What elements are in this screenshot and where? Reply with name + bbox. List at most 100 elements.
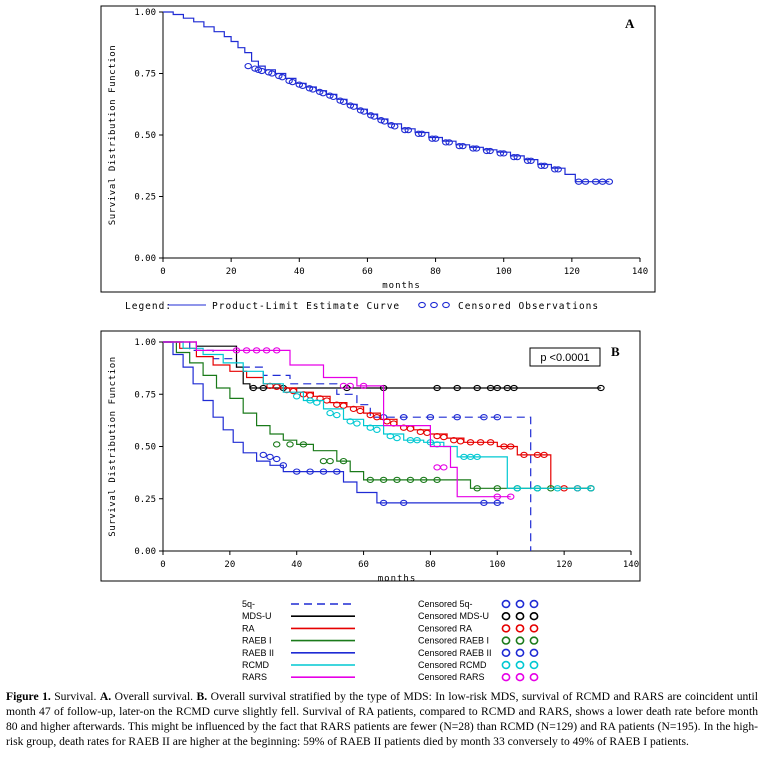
legend-label-five_q: 5q- xyxy=(242,599,255,609)
censored-marker-raeb1 xyxy=(393,476,401,484)
x-tick-label: 60 xyxy=(362,267,373,277)
censored-marker-rcmd xyxy=(413,437,421,444)
censored-marker-ra xyxy=(356,407,364,415)
censored-marker-panel_a_curve xyxy=(523,157,532,164)
censored-marker-ra xyxy=(540,451,548,459)
censored-marker-panel_a_curve xyxy=(244,62,252,70)
censored-marker-mds_u xyxy=(453,384,461,392)
panel-a-chart: A 0.00 0.25 0.50 0.75 1.00 0 20 40 60 80 100 120 140… xyxy=(100,5,656,312)
censored-marker-panel_a_curve xyxy=(431,135,440,142)
y-tick-label: 0.25 xyxy=(134,495,156,505)
legend-censored-marker-raeb1 xyxy=(501,636,511,645)
censored-marker-ra xyxy=(486,439,495,446)
censored-marker-panel_a_curve xyxy=(350,103,358,110)
legend-censored-marker-rars xyxy=(529,672,539,682)
censored-marker-rcmd xyxy=(292,393,301,400)
censored-marker-panel_a_curve xyxy=(513,153,522,161)
panel-a-legend-label: Legend: xyxy=(125,301,172,312)
x-tick-label: 120 xyxy=(556,560,572,570)
censored-marker-rcmd xyxy=(366,424,375,431)
legend-censored-marker-rcmd xyxy=(515,660,525,670)
censored-marker-ra xyxy=(506,443,515,450)
censored-marker-rcmd xyxy=(326,409,334,417)
censored-marker-rcmd xyxy=(473,453,481,461)
censored-marker-rars xyxy=(440,464,448,471)
panel-b-frame xyxy=(100,330,641,582)
censored-marker-raeb1 xyxy=(493,485,502,492)
censored-marker-raeb1 xyxy=(272,441,281,448)
censored-marker-ra xyxy=(373,414,381,421)
censored-marker-mds_u xyxy=(473,384,481,392)
legend-label-raeb1: RAEB I xyxy=(242,636,272,646)
legend-censored-marker-mds_u xyxy=(529,611,539,621)
panel-a-frame xyxy=(100,5,656,293)
panel-a-legend-curve-label: Product-Limit Estimate Curve xyxy=(212,301,400,312)
censored-marker-panel_a_curve xyxy=(496,150,505,157)
legend-censored-marker-rars xyxy=(515,672,525,682)
censored-marker-rcmd xyxy=(573,485,582,492)
y-tick-label: 1.00 xyxy=(134,338,156,348)
censored-marker-five_q xyxy=(453,414,461,421)
censored-marker-panel_a_curve xyxy=(442,139,450,146)
censored-marker-panel_a_curve xyxy=(510,153,518,161)
censored-marker-raeb1 xyxy=(366,476,375,484)
censored-marker-rars xyxy=(232,347,241,354)
censored-marker-panel_a_curve xyxy=(380,118,389,125)
x-tick-label: 80 xyxy=(425,560,436,570)
legend-censored-label-ra: Censored RA xyxy=(418,623,472,633)
censored-marker-mds_u xyxy=(259,384,268,392)
censored-marker-mds_u xyxy=(493,384,502,392)
legend-censored-marker-raeb2 xyxy=(529,648,539,657)
x-tick-label: 100 xyxy=(489,560,505,570)
legend-censored-label-rcmd: Censored RCMD xyxy=(418,660,487,670)
censored-marker-raeb2 xyxy=(319,468,328,475)
legend-censored-marker-ra xyxy=(515,624,525,633)
legend-censored-marker-mds_u xyxy=(515,611,525,621)
censored-marker-ra xyxy=(349,405,358,413)
censored-marker-raeb1 xyxy=(299,441,308,448)
censored-marker-panel_a_curve xyxy=(486,147,494,155)
series-line-raeb2 xyxy=(163,341,504,504)
y-tick-label: 0.25 xyxy=(134,193,156,203)
censored-marker-panel_a_curve xyxy=(537,162,545,169)
legend-label-raeb2: RAEB II xyxy=(242,648,274,658)
censored-marker-panel_a_curve xyxy=(445,139,453,146)
legend-censored-marker-rcmd xyxy=(501,660,511,670)
censored-marker-panel_a_curve xyxy=(581,178,590,185)
panel-a-legend-censored-swatch xyxy=(418,301,450,309)
censored-marker-ra xyxy=(366,411,375,419)
censored-marker-raeb2 xyxy=(266,453,274,461)
legend-label-rcmd: RCMD xyxy=(242,660,269,670)
censored-marker-rars xyxy=(252,347,261,354)
x-tick-label: 40 xyxy=(294,267,305,277)
y-tick-label: 0.00 xyxy=(134,254,156,264)
censored-marker-rcmd xyxy=(587,485,595,492)
series-line-panel_a_curve xyxy=(163,11,610,183)
censored-marker-rcmd xyxy=(553,485,562,492)
x-tick-label: 20 xyxy=(226,267,237,277)
caption-intro: Survival. xyxy=(54,690,97,703)
legend-censored-label-raeb2: Censored RAEB II xyxy=(418,648,492,658)
censored-marker-ra xyxy=(456,438,465,445)
legend-censored-marker-mds_u xyxy=(501,611,511,621)
censored-marker-rcmd xyxy=(373,426,381,433)
panel-b-series xyxy=(163,341,605,551)
x-tick-label: 120 xyxy=(564,267,580,277)
x-tick-label: 60 xyxy=(358,560,369,570)
legend-censored-label-five_q: Censored 5q- xyxy=(418,599,473,609)
caption-b-label: B. xyxy=(196,690,208,703)
censored-marker-panel_a_curve xyxy=(482,147,491,155)
figure-caption: Figure 1. Survival. A. Overall survival.… xyxy=(6,689,758,749)
caption-figure-label: Figure 1. xyxy=(6,690,51,703)
censored-marker-panel_a_curve xyxy=(459,142,467,150)
censored-marker-rcmd xyxy=(333,411,341,419)
panel-b-chart: B p <0.0001 0.00 0.25 0.50 0.75 1.00 0 20 40 60 8… xyxy=(100,330,641,584)
censored-marker-ra xyxy=(476,439,485,446)
censored-marker-panel_a_curve xyxy=(329,93,338,101)
caption-b-text: Overall survival stratified by the type … xyxy=(6,690,758,748)
panel-a-legend-censored-label: Censored Observations xyxy=(458,301,599,312)
legend-censored-marker-ra xyxy=(501,624,511,633)
censored-marker-rcmd xyxy=(393,434,401,442)
y-tick-label: 1.00 xyxy=(134,8,156,18)
censored-marker-panel_a_curve xyxy=(414,130,423,137)
